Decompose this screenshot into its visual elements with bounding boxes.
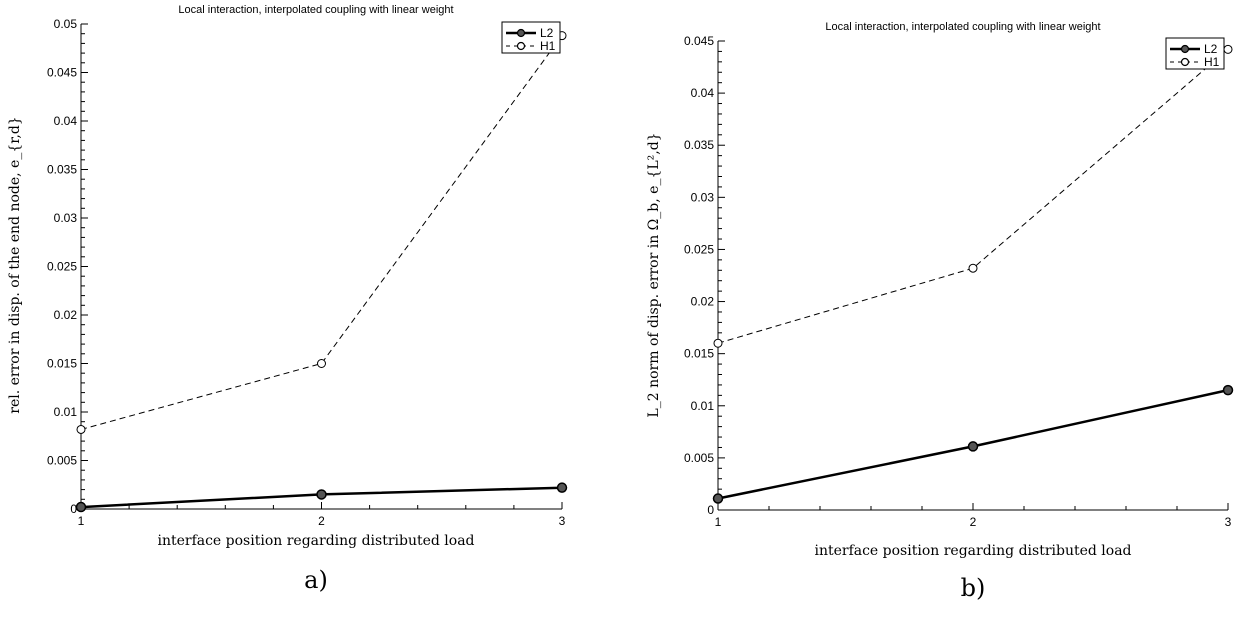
y-tick-label: 0.025 xyxy=(47,260,77,274)
series-line-h1 xyxy=(717,48,1229,344)
chart-title: Local interaction, interpolated coupling… xyxy=(825,21,1100,33)
y-tick-label: 0.02 xyxy=(691,295,715,309)
x-tick-label: 2 xyxy=(970,515,977,529)
y-tick-label: 0.01 xyxy=(54,405,78,419)
data-point-l2 xyxy=(712,493,724,504)
series-group xyxy=(75,31,568,513)
y-tick-label: 0.025 xyxy=(684,242,714,256)
y-tick-label: 0.05 xyxy=(54,17,78,31)
panel-sublabel: b) xyxy=(961,574,986,602)
series-line-h1 xyxy=(80,35,563,430)
x-tick-label: 2 xyxy=(318,514,325,528)
legend-box xyxy=(501,21,561,54)
data-point-h1 xyxy=(1223,44,1233,54)
legend-marker-h1 xyxy=(516,41,526,51)
y-tick-label: 0.03 xyxy=(691,190,715,204)
y-tick-label: 0.035 xyxy=(47,163,77,177)
data-point-l2 xyxy=(1222,384,1234,396)
data-point-h1 xyxy=(713,338,723,348)
y-tick-label: 0.04 xyxy=(691,86,715,100)
data-point-h1 xyxy=(76,424,86,434)
y-tick-label: 0.04 xyxy=(54,114,78,128)
x-tick-label: 3 xyxy=(559,514,566,528)
panel-sublabel: a) xyxy=(304,566,328,594)
y-tick-label: 0.02 xyxy=(54,308,78,322)
y-tick-label: 0.015 xyxy=(684,347,714,361)
x-axis-label: interface position regarding distributed… xyxy=(814,543,1131,559)
y-axis-label: L_2 norm of disp. error in Ω_b, e_{L²,d} xyxy=(646,132,662,417)
y-ticks: 0 0.005 0.01 0.015 0.02 0.025 0.03 0.035 0.04 0.0… xyxy=(684,34,725,517)
y-tick-label: 0.03 xyxy=(54,211,78,225)
y-tick-label: 0.005 xyxy=(47,454,77,468)
data-point-l2 xyxy=(75,501,87,513)
legend-label: H1 xyxy=(540,39,556,53)
y-ticks: 0 0.005 0.01 0.015 0.02 0.025 0.03 0.035 0.04 0.0… xyxy=(47,17,88,516)
y-axis-label: rel. error in disp. of the end node, e_{… xyxy=(7,116,23,413)
data-point-l2 xyxy=(316,489,327,500)
legend-marker-h1 xyxy=(1180,57,1190,67)
y-tick-label: 0.005 xyxy=(684,451,714,465)
x-tick-label: 1 xyxy=(78,514,85,528)
legend-label: H1 xyxy=(1204,55,1220,69)
legend-box xyxy=(1165,37,1225,70)
y-axis-label-main: L_2 norm of disp. error in Ω_b, e_{L²,d} xyxy=(646,132,662,417)
y-tick-label: 0 xyxy=(70,502,77,516)
legend-marker-l2 xyxy=(516,28,526,38)
x-tick-label: 3 xyxy=(1225,515,1232,529)
y-tick-label: 0 xyxy=(707,503,714,517)
x-axis-label: interface position regarding distributed… xyxy=(157,533,474,549)
chart-panel-b: Local interaction, interpolated coupling… xyxy=(646,21,1234,602)
legend-marker-l2 xyxy=(1180,44,1190,54)
chart-panel-a: Local interaction, interpolated coupling… xyxy=(7,4,568,594)
data-point-h1 xyxy=(968,263,978,273)
x-tick-label: 1 xyxy=(715,515,722,529)
x-ticks: 1 2 3 xyxy=(715,503,1232,529)
y-axis-label-main: rel. error in disp. of the end node, e_{… xyxy=(7,116,23,413)
data-point-l2 xyxy=(556,482,568,493)
series-group xyxy=(712,44,1234,504)
chart-title: Local interaction, interpolated coupling… xyxy=(178,4,453,16)
y-tick-label: 0.045 xyxy=(47,66,77,80)
x-ticks: 1 2 3 xyxy=(78,502,566,528)
y-tick-label: 0.015 xyxy=(47,357,77,371)
data-point-l2 xyxy=(967,441,979,452)
legend-label: L2 xyxy=(1204,42,1218,56)
y-tick-label: 0.01 xyxy=(691,399,715,413)
y-tick-label: 0.035 xyxy=(684,138,714,152)
legend-label: L2 xyxy=(540,26,554,40)
y-tick-label: 0.045 xyxy=(684,34,714,48)
data-point-h1 xyxy=(317,359,326,368)
